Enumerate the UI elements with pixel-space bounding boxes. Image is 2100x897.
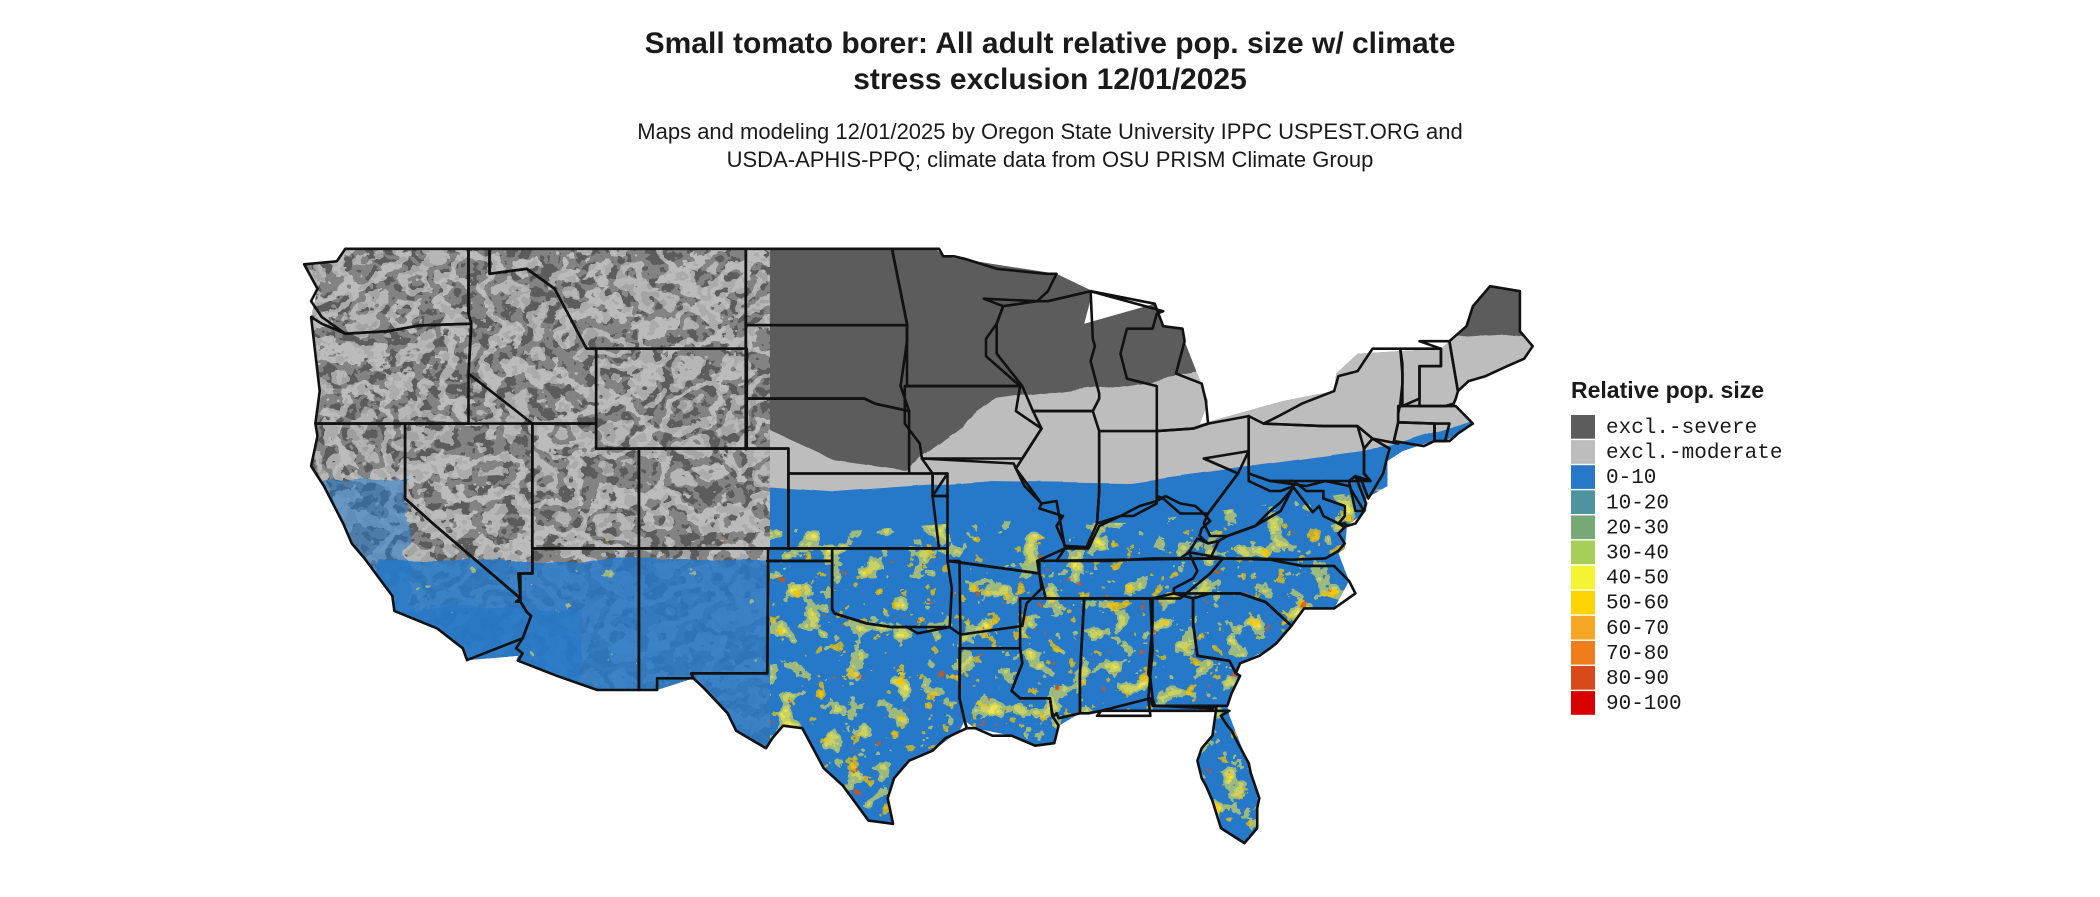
svg-text:70-80: 70-80: [1606, 643, 1669, 666]
svg-text:60-70: 60-70: [1606, 618, 1669, 641]
svg-text:10-20: 10-20: [1606, 492, 1669, 515]
svg-text:40-50: 40-50: [1606, 568, 1669, 591]
svg-text:30-40: 30-40: [1606, 543, 1669, 566]
svg-text:20-30: 20-30: [1606, 517, 1669, 540]
svg-text:excl.-severe: excl.-severe: [1606, 417, 1757, 440]
svg-text:0-10: 0-10: [1606, 467, 1656, 490]
svg-text:50-60: 50-60: [1606, 593, 1669, 616]
svg-text:90-100: 90-100: [1606, 693, 1682, 716]
svg-text:excl.-moderate: excl.-moderate: [1606, 442, 1782, 465]
svg-text:80-90: 80-90: [1606, 668, 1669, 691]
svg-text:Relative pop. size: Relative pop. size: [1571, 377, 1764, 403]
